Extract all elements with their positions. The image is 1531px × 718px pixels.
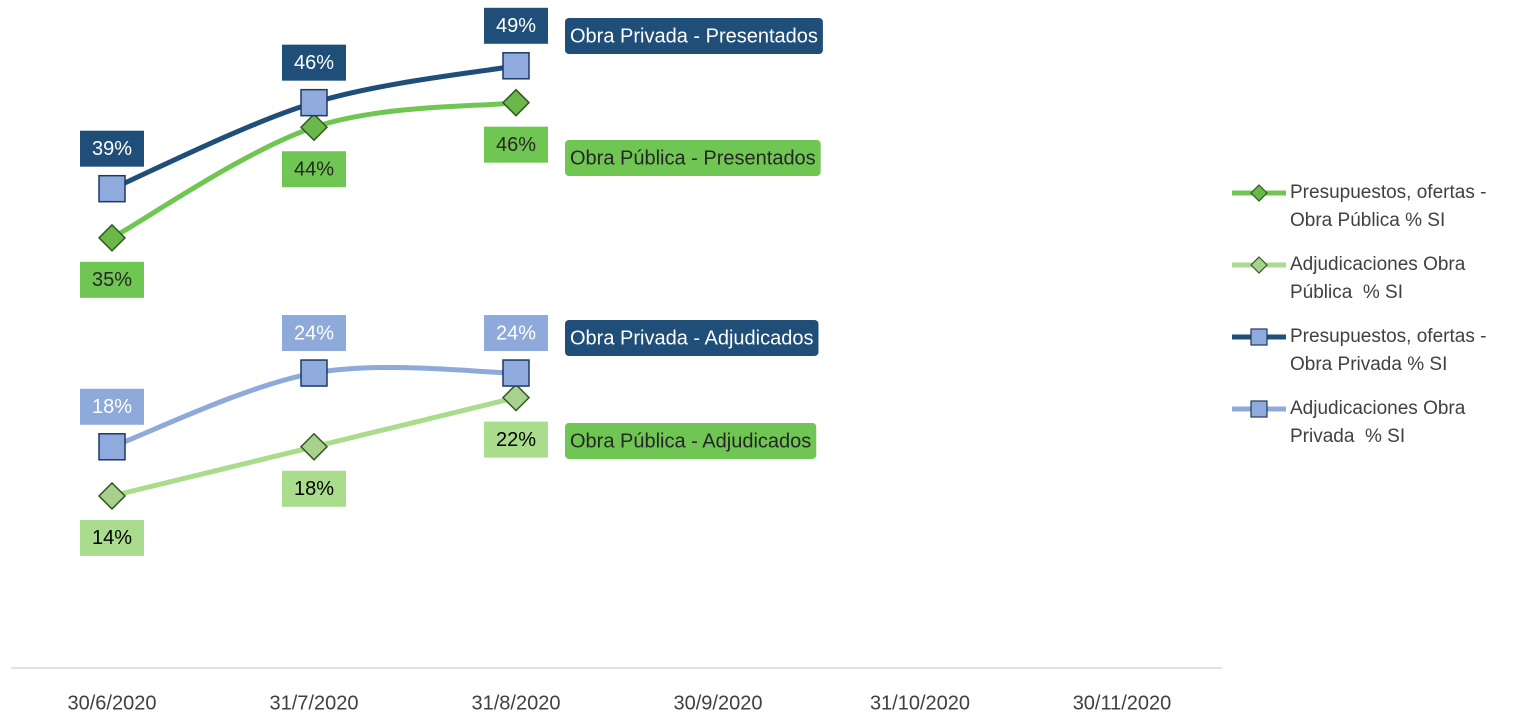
- legend-item: Presupuestos, ofertas - Obra Privada % S…: [1228, 320, 1528, 392]
- legend-item: Adjudicaciones Obra Pública % SI: [1228, 248, 1528, 320]
- x-tick-label: 30/9/2020: [674, 692, 763, 714]
- legend-label: Presupuestos, ofertas - Obra Pública % S…: [1290, 182, 1492, 231]
- legend-marker: [1250, 400, 1268, 418]
- data-label-box: [484, 7, 548, 44]
- annotation-text: Obra Pública - Adjudicados: [570, 430, 811, 452]
- x-tick-label: 30/11/2020: [1073, 692, 1172, 714]
- data-label: 18%: [92, 396, 132, 418]
- marker: [98, 174, 126, 203]
- marker: [501, 383, 531, 412]
- data-label-box: [282, 44, 346, 81]
- legend-label: Presupuestos, ofertas - Obra Privada % S…: [1290, 326, 1492, 375]
- annotation-box: [565, 18, 823, 54]
- marker: [97, 481, 127, 511]
- data-label-box: [282, 470, 346, 507]
- legend-item: Presupuestos, ofertas - Obra Pública % S…: [1228, 176, 1528, 248]
- legend-icon: [1232, 400, 1286, 418]
- legend-label: Adjudicaciones Obra Pública % SI: [1290, 254, 1471, 303]
- data-label: 35%: [92, 269, 132, 291]
- marker: [299, 113, 329, 142]
- annotation-text: Obra Pública - Presentados: [570, 147, 816, 169]
- data-label: 49%: [496, 15, 536, 37]
- data-label-box: [80, 261, 144, 298]
- x-tick-label: 31/8/2020: [472, 692, 561, 714]
- x-tick-label: 30/6/2020: [68, 692, 157, 714]
- legend-icon: [1232, 328, 1286, 346]
- annotation: Obra Pública - Presentados: [565, 140, 821, 176]
- data-label-box: [484, 421, 548, 458]
- legend: Presupuestos, ofertas - Obra Pública % S…: [1228, 176, 1528, 464]
- marker: [300, 359, 328, 387]
- data-label-box: [282, 151, 346, 188]
- data-label-box: [484, 126, 548, 163]
- data-label: 44%: [294, 159, 334, 181]
- data-label-box: [80, 130, 144, 167]
- legend-marker: [1250, 328, 1268, 346]
- data-label-box: [282, 315, 346, 352]
- data-label: 14%: [92, 527, 132, 549]
- annotation-text: Obra Privada - Adjudicados: [570, 327, 813, 349]
- legend-marker: [1250, 256, 1268, 274]
- data-label: 24%: [294, 322, 334, 344]
- data-label-box: [80, 519, 144, 556]
- marker: [98, 433, 126, 461]
- annotation: Obra Privada - Presentados: [565, 18, 823, 54]
- marker: [300, 88, 328, 117]
- legend-marker: [1250, 184, 1268, 202]
- data-label: 46%: [496, 134, 536, 156]
- legend-icon: [1232, 256, 1286, 274]
- x-tick-label: 31/10/2020: [870, 692, 970, 714]
- annotation: Obra Privada - Adjudicados: [565, 320, 819, 356]
- marker: [501, 88, 531, 117]
- annotation: Obra Pública - Adjudicados: [565, 423, 817, 459]
- data-label-box: [80, 388, 144, 425]
- data-label: 46%: [294, 52, 334, 74]
- marker: [97, 223, 127, 252]
- data-label: 24%: [496, 322, 536, 344]
- annotation-box: [565, 423, 817, 459]
- data-label-box: [484, 315, 548, 352]
- data-label: 22%: [496, 429, 536, 451]
- annotation-box: [565, 140, 821, 176]
- marker: [502, 52, 530, 80]
- marker: [299, 432, 329, 461]
- legend-label: Adjudicaciones Obra Privada % SI: [1290, 398, 1471, 447]
- annotation-text: Obra Privada - Presentados: [570, 25, 818, 47]
- x-tick-label: 31/7/2020: [270, 692, 359, 714]
- marker: [502, 359, 530, 387]
- data-label: 18%: [294, 478, 334, 500]
- legend-icon: [1232, 184, 1286, 202]
- data-label: 39%: [92, 138, 132, 160]
- legend-item: Adjudicaciones Obra Privada % SI: [1228, 392, 1528, 464]
- annotation-box: [565, 320, 819, 356]
